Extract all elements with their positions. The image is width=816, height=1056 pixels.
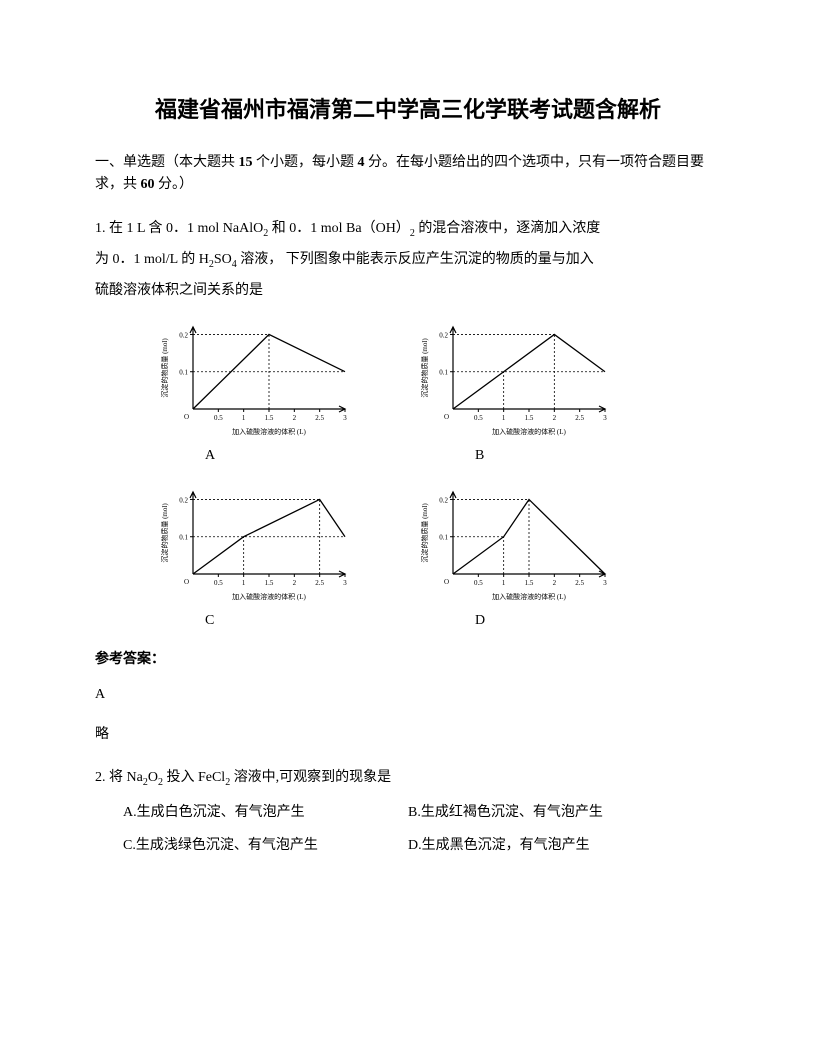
svg-text:2: 2 xyxy=(553,414,557,422)
answer-label: 参考答案： xyxy=(95,647,721,672)
answer-brief: 略 xyxy=(95,722,721,747)
q2-c: 投入 FeCl xyxy=(163,770,225,785)
svg-text:1.5: 1.5 xyxy=(525,579,534,587)
svg-text:加入硫酸溶液的体积 (L): 加入硫酸溶液的体积 (L) xyxy=(232,592,306,601)
svg-text:2.5: 2.5 xyxy=(575,414,584,422)
svg-text:0.1: 0.1 xyxy=(179,368,188,376)
chart-labels-1: A B xyxy=(155,443,721,468)
q2-b: O xyxy=(148,770,158,785)
svg-text:0.5: 0.5 xyxy=(214,414,223,422)
q1-l1a: 1. 在 1 L 含 0．1 mol NaAlO xyxy=(95,221,263,236)
q2-a: 2. 将 Na xyxy=(95,770,143,785)
chart-a: 0.5 1 1.5 2 2.5 3 0.1 0.2 O 沉淀的物质量 (mol) 加入硫酸溶液的体积… xyxy=(155,317,355,437)
label-b: B xyxy=(355,443,484,468)
page-title: 福建省福州市福清第二中学高三化学联考试题含解析 xyxy=(95,90,721,130)
q1-text: 1. 在 1 L 含 0．1 mol NaAlO2 和 0．1 mol Ba（O… xyxy=(95,214,721,306)
sec-prefix: 一、单选题（本大题共 xyxy=(95,155,239,170)
q2-opt-a: A.生成白色沉淀、有气泡产生 xyxy=(123,800,408,825)
svg-text:3: 3 xyxy=(603,414,607,422)
svg-text:O: O xyxy=(444,578,449,586)
charts-row-1: 0.5 1 1.5 2 2.5 3 0.1 0.2 O 沉淀的物质量 (mol) 加入硫酸溶液的体积… xyxy=(155,317,721,437)
chart-c: 0.5 1 1.5 2 2.5 3 0.1 0.2 O 沉淀的物质量 (mol) 加入硫酸溶液的体积… xyxy=(155,482,355,602)
label-d: D xyxy=(355,608,485,633)
svg-text:2.5: 2.5 xyxy=(575,579,584,587)
q1-l2b: SO xyxy=(214,252,232,267)
svg-text:加入硫酸溶液的体积 (L): 加入硫酸溶液的体积 (L) xyxy=(492,592,566,601)
svg-text:0.5: 0.5 xyxy=(474,414,483,422)
svg-text:1: 1 xyxy=(502,414,506,422)
sec-count: 15 xyxy=(239,155,253,170)
svg-text:O: O xyxy=(184,413,189,421)
q1-l1c: 的混合溶液中，逐滴加入浓度 xyxy=(415,221,601,236)
svg-text:3: 3 xyxy=(343,414,347,422)
svg-text:沉淀的物质量 (mol): 沉淀的物质量 (mol) xyxy=(420,337,429,397)
svg-text:1: 1 xyxy=(242,414,246,422)
charts-row-2: 0.5 1 1.5 2 2.5 3 0.1 0.2 O 沉淀的物质量 (mol) 加入硫酸溶液的体积… xyxy=(155,482,721,602)
svg-text:0.2: 0.2 xyxy=(179,331,188,339)
q2-opts-row1: A.生成白色沉淀、有气泡产生 B.生成红褐色沉淀、有气泡产生 xyxy=(123,800,721,825)
svg-text:2.5: 2.5 xyxy=(315,579,324,587)
svg-text:2: 2 xyxy=(553,579,557,587)
svg-text:0.5: 0.5 xyxy=(474,579,483,587)
svg-text:0.1: 0.1 xyxy=(179,534,188,542)
svg-text:加入硫酸溶液的体积 (L): 加入硫酸溶液的体积 (L) xyxy=(232,427,306,436)
svg-text:0.5: 0.5 xyxy=(214,579,223,587)
svg-text:沉淀的物质量 (mol): 沉淀的物质量 (mol) xyxy=(160,337,169,397)
answer-value: A xyxy=(95,682,721,707)
q2-opts-row2: C.生成浅绿色沉淀、有气泡产生 D.生成黑色沉淀，有气泡产生 xyxy=(123,833,721,858)
label-c: C xyxy=(155,608,355,633)
svg-text:1: 1 xyxy=(242,579,246,587)
section-header: 一、单选题（本大题共 15 个小题，每小题 4 分。在每小题给出的四个选项中，只… xyxy=(95,152,721,197)
svg-text:3: 3 xyxy=(343,579,347,587)
svg-text:1.5: 1.5 xyxy=(265,579,274,587)
q1-l2a: 为 0．1 mol/L 的 H xyxy=(95,252,209,267)
svg-text:加入硫酸溶液的体积 (L): 加入硫酸溶液的体积 (L) xyxy=(492,427,566,436)
svg-text:沉淀的物质量 (mol): 沉淀的物质量 (mol) xyxy=(420,503,429,563)
svg-text:2: 2 xyxy=(293,414,297,422)
chart-b: 0.5 1 1.5 2 2.5 3 0.1 0.2 O 沉淀的物质量 (mol) 加入硫酸溶液的体积… xyxy=(415,317,615,437)
sec-total: 60 xyxy=(141,177,155,192)
chart-labels-2: C D xyxy=(155,608,721,633)
sec-per: 4 xyxy=(358,155,365,170)
svg-text:0.1: 0.1 xyxy=(439,368,448,376)
svg-text:0.1: 0.1 xyxy=(439,534,448,542)
label-a: A xyxy=(155,443,355,468)
svg-text:1.5: 1.5 xyxy=(525,414,534,422)
svg-text:2.5: 2.5 xyxy=(315,414,324,422)
sec-suffix: 分。） xyxy=(155,177,194,192)
svg-text:O: O xyxy=(444,413,449,421)
q2-d: 溶液中,可观察到的现象是 xyxy=(230,770,391,785)
q1-l3: 硫酸溶液体积之间关系的是 xyxy=(95,283,263,298)
q2-stem: 2. 将 Na2O2 投入 FeCl2 溶液中,可观察到的现象是 xyxy=(95,765,721,792)
q1-l1b: 和 0．1 mol Ba（OH） xyxy=(268,221,410,236)
svg-text:3: 3 xyxy=(603,579,607,587)
q2-opt-d: D.生成黑色沉淀，有气泡产生 xyxy=(408,833,693,858)
q2-opt-c: C.生成浅绿色沉淀、有气泡产生 xyxy=(123,833,408,858)
chart-d: 0.5 1 1.5 2 2.5 3 0.1 0.2 O 沉淀的物质量 (mol) 加入硫酸溶液的体积… xyxy=(415,482,615,602)
svg-text:2: 2 xyxy=(293,579,297,587)
svg-text:沉淀的物质量 (mol): 沉淀的物质量 (mol) xyxy=(160,503,169,563)
svg-text:O: O xyxy=(184,578,189,586)
svg-text:0.2: 0.2 xyxy=(439,331,448,339)
sec-mid1: 个小题，每小题 xyxy=(253,155,358,170)
svg-text:1.5: 1.5 xyxy=(265,414,274,422)
svg-text:0.2: 0.2 xyxy=(179,496,188,504)
q2-opt-b: B.生成红褐色沉淀、有气泡产生 xyxy=(408,800,693,825)
svg-text:1: 1 xyxy=(502,579,506,587)
svg-text:0.2: 0.2 xyxy=(439,496,448,504)
q1-l2c: 溶液， 下列图象中能表示反应产生沉淀的物质的量与加入 xyxy=(237,252,594,267)
